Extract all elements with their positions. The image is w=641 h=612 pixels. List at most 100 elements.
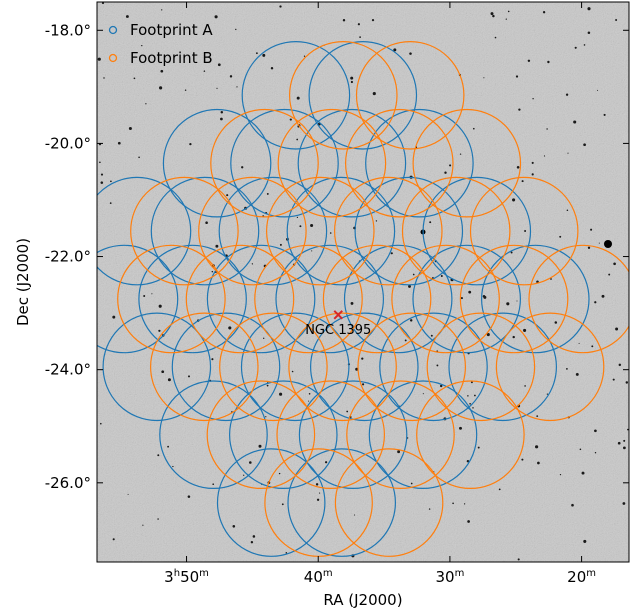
star: [258, 444, 262, 448]
star: [359, 36, 361, 38]
star: [99, 422, 102, 425]
star: [112, 538, 115, 541]
star: [397, 450, 401, 454]
star: [263, 337, 265, 339]
star: [404, 339, 407, 342]
star: [559, 473, 562, 476]
star: [220, 117, 223, 121]
footprint-b-circle: [495, 312, 605, 422]
footprint-a-circle: [241, 41, 351, 150]
footprint-b-circle: [276, 380, 386, 490]
star: [324, 461, 328, 464]
footprint-a-circle: [230, 108, 339, 218]
footprint-b-circle: [288, 41, 398, 150]
star: [531, 173, 534, 176]
star: [428, 508, 431, 510]
star: [203, 70, 206, 72]
star: [187, 375, 191, 378]
footprint-b-circle: [416, 380, 525, 490]
star: [468, 290, 472, 294]
star: [412, 273, 415, 276]
star: [623, 446, 626, 450]
star: [319, 492, 321, 494]
star: [133, 77, 136, 80]
star: [252, 535, 256, 538]
star: [296, 96, 300, 100]
star: [470, 381, 473, 384]
footprint-a-circle: [97, 244, 179, 354]
star: [615, 327, 619, 331]
star: [256, 52, 258, 55]
star: [205, 221, 208, 224]
star: [342, 18, 346, 22]
star: [316, 498, 320, 501]
star: [573, 120, 577, 124]
footprint-a-circle: [228, 380, 338, 490]
star: [583, 143, 586, 147]
star: [235, 28, 237, 31]
star: [281, 503, 284, 506]
star: [467, 395, 469, 397]
star: [615, 19, 618, 21]
star: [439, 384, 443, 388]
star: [362, 383, 365, 386]
star: [266, 192, 269, 195]
star: [506, 302, 510, 306]
star: [507, 10, 510, 13]
footprint-a-circle: [308, 41, 418, 150]
star: [299, 225, 302, 228]
star: [236, 86, 238, 88]
footprint-a-circle: [287, 448, 397, 557]
star: [542, 11, 546, 14]
x-axis-ticks: 3h50m 40m 30m 20m: [164, 2, 596, 586]
footprint-a-circle: [448, 312, 558, 422]
star: [422, 393, 424, 395]
star: [344, 332, 347, 334]
star: [158, 329, 161, 332]
footprint-b-circle: [334, 448, 444, 557]
star: [329, 232, 332, 234]
x-tick-label: 3h50m: [164, 568, 209, 586]
star: [361, 357, 364, 360]
star: [452, 502, 454, 505]
star: [517, 558, 520, 561]
star: [459, 426, 462, 430]
star: [467, 520, 470, 523]
star: [101, 2, 105, 5]
y-axis-ticks: -18.0° -20.0° -22.0° -24.0° -26.0°: [45, 21, 629, 492]
star: [161, 9, 163, 11]
star: [472, 127, 475, 130]
star: [521, 180, 524, 183]
star: [390, 252, 393, 255]
star: [543, 155, 546, 157]
star: [617, 441, 621, 445]
footprint-a-circle: [354, 176, 464, 286]
star: [598, 242, 600, 244]
star: [594, 429, 597, 433]
footprint-a-circle: [297, 108, 407, 218]
star: [430, 334, 433, 337]
star: [357, 23, 360, 26]
footprint-b-circle: [130, 176, 239, 286]
star: [350, 301, 354, 305]
star: [527, 59, 531, 63]
legend-marker-footprint-a: [108, 25, 118, 35]
star: [110, 180, 112, 183]
footprint-b-circle: [355, 41, 465, 150]
star: [142, 524, 144, 526]
star: [622, 502, 626, 505]
footprint-a-circle: [206, 244, 316, 354]
footprint-b-circle: [265, 176, 375, 286]
star: [151, 293, 153, 295]
x-tick-label: 40m: [304, 568, 333, 586]
footprint-b-circle: [357, 312, 467, 422]
target-label: NGC 1395: [305, 323, 371, 338]
footprint-b-circle: [185, 244, 295, 354]
star: [546, 393, 549, 395]
star: [279, 243, 282, 246]
footprint-a-circle: [368, 380, 478, 490]
footprint-a-circle: [171, 312, 281, 422]
star: [143, 295, 146, 297]
star: [515, 75, 519, 78]
footprint-a-circle: [412, 244, 522, 354]
